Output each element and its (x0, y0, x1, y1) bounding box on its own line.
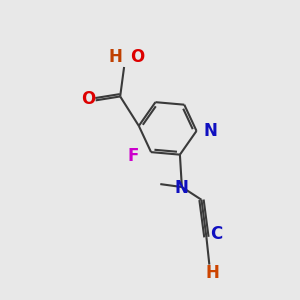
Text: H: H (206, 264, 219, 282)
Text: F: F (128, 147, 139, 165)
Text: N: N (203, 122, 217, 140)
Text: O: O (130, 48, 144, 66)
Text: C: C (210, 225, 223, 243)
Text: H: H (108, 48, 122, 66)
Text: O: O (81, 90, 95, 108)
Text: N: N (175, 179, 189, 197)
